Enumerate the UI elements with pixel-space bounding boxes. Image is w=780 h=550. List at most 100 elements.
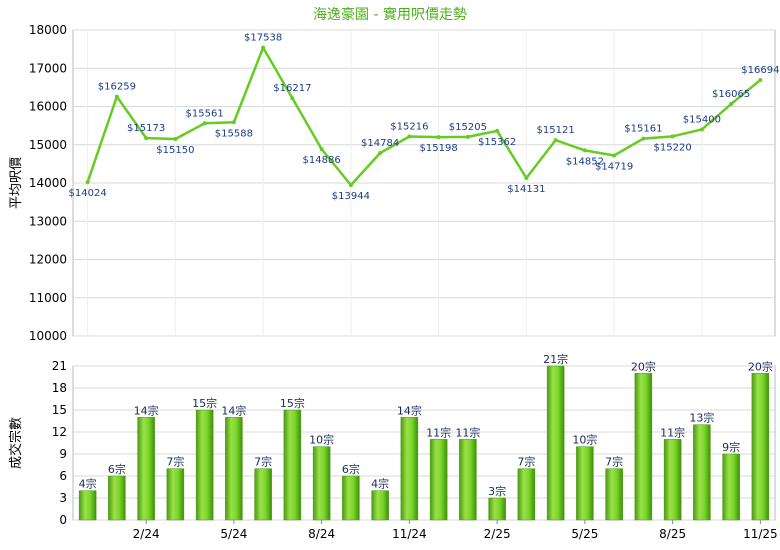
volume-data-label: 20宗 [748,359,773,373]
price-data-label: $14852 [566,156,604,167]
price-y-tick-label: 13000 [29,214,67,228]
x-tick-label: 8/24 [308,527,335,541]
price-data-label: $14024 [69,188,107,199]
volume-bar [342,475,360,521]
volume-bar [137,417,155,521]
volume-bar [576,446,594,521]
volume-data-label: 15宗 [192,396,217,410]
volume-panel: 0 3 6 9 12 15 18 21 成交宗數 4宗 6宗 14宗 7宗 15宗 14宗 7宗 15宗 10宗 6… [8,352,778,541]
price-point [729,102,734,107]
volume-data-label: 7宗 [605,455,623,469]
volume-bar [517,468,536,521]
price-y-axis-label: 平均呎價 [9,157,24,209]
price-data-label: $15205 [449,122,487,133]
price-data-label: $16217 [273,83,311,94]
volume-y-tick-label: 0 [59,513,67,527]
volume-bar [195,409,214,521]
volume-data-label: 14宗 [134,403,159,417]
x-tick-label: 8/25 [659,527,686,541]
price-point [173,137,178,142]
price-point [231,120,236,125]
price-data-label: $15161 [624,124,662,135]
price-data-label: $16259 [98,82,136,93]
price-y-tick-label: 16000 [29,100,67,114]
volume-data-label: 20宗 [631,359,656,373]
price-point [114,94,119,99]
x-tick-label: 5/25 [571,527,598,541]
volume-bar [751,373,770,521]
price-point [553,138,558,143]
price-point [348,183,353,188]
volume-y-tick-label: 12 [52,425,67,439]
price-point [85,180,90,185]
price-y-tick-label: 15000 [29,138,67,152]
volume-bar [283,409,302,521]
volume-data-label: 4宗 [79,477,97,491]
price-data-label: $14131 [507,184,545,195]
price-y-tick-label: 12000 [29,253,67,267]
volume-bar [605,468,623,521]
volume-data-label: 11宗 [455,425,480,439]
volume-bar [400,417,419,521]
volume-y-tick-label: 6 [59,469,67,483]
volume-data-label: 4宗 [371,477,389,491]
price-data-label: $16065 [712,89,750,100]
volume-data-label: 6宗 [342,462,360,476]
price-point [144,136,149,141]
volume-bar [663,439,682,521]
x-tick-label: 2/25 [484,527,511,541]
volume-bar [371,490,389,521]
price-data-label: $15121 [537,125,575,136]
price-series-line [86,46,762,187]
x-tick-label: 5/24 [220,527,247,541]
price-point [758,77,763,82]
price-data-label: $15198 [420,143,458,154]
price-point [407,134,412,139]
volume-data-label: 9宗 [722,440,740,454]
price-data-label: $15362 [478,137,516,148]
volume-data-label: 14宗 [221,403,246,417]
price-y-tick-label: 11000 [29,291,67,305]
price-y-tick-label: 14000 [29,176,67,190]
price-data-label: $14719 [595,161,633,172]
price-point [202,121,207,126]
chart-title: 海逸豪園 - 實用呎價走勢 [313,7,467,23]
price-data-label: $16694 [741,65,779,76]
volume-data-label: 7宗 [517,455,535,469]
volume-bar [459,439,477,521]
price-point [524,175,529,180]
price-data-label: $14784 [361,138,399,149]
price-panel: 10000 11000 12000 13000 14000 15000 16000 17000… [9,23,779,343]
volume-y-tick-label: 3 [59,491,67,505]
price-y-tick-label: 10000 [29,329,67,343]
volume-data-label: 10宗 [309,433,334,447]
volume-data-label: 7宗 [166,455,184,469]
volume-bar [634,373,653,521]
volume-data-label: 13宗 [689,411,714,425]
volume-y-tick-label: 18 [52,381,67,395]
volume-data-label: 11宗 [660,425,685,439]
volume-y-axis-label: 成交宗數 [8,417,24,469]
price-point [670,134,675,139]
volume-data-label: 3宗 [488,484,506,498]
price-data-label: $13944 [332,191,370,202]
price-data-label: $15150 [156,145,194,156]
volume-bar [166,468,185,521]
price-point [699,127,704,132]
price-point [436,135,441,140]
price-point [378,151,383,156]
volume-bar [488,497,506,521]
volume-bar [722,453,740,521]
volume-bar [546,365,565,521]
volume-data-label: 11宗 [426,425,451,439]
price-point [465,134,470,139]
price-point [319,147,324,152]
volume-data-label: 14宗 [397,403,422,417]
volume-plot-area [72,365,776,521]
price-point [612,153,617,158]
x-tick-label: 11/24 [392,527,427,541]
price-point [495,128,500,133]
volume-bar [429,439,448,521]
price-y-tick-label: 17000 [29,61,67,75]
